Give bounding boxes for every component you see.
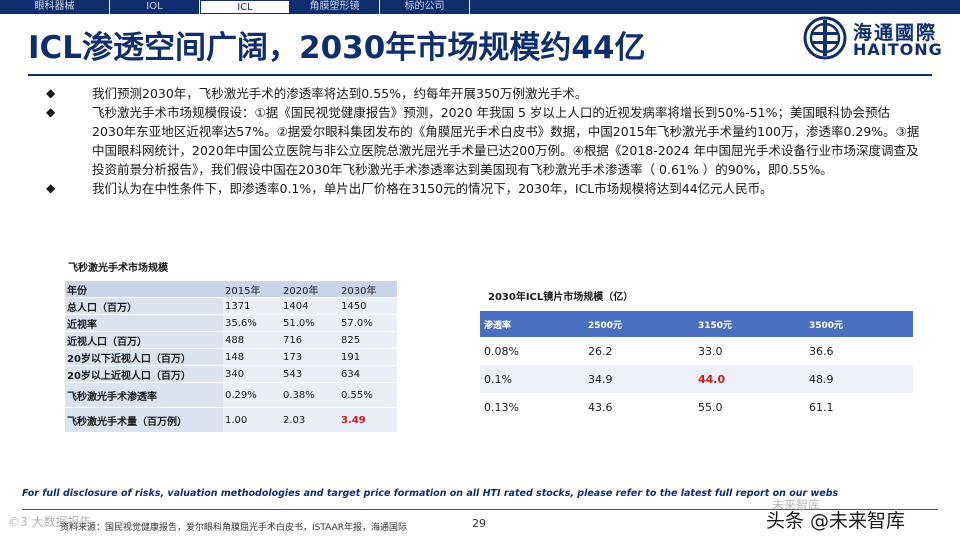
table-header-cell: 2015年 xyxy=(223,281,281,298)
title-divider xyxy=(28,74,932,76)
table-cell: 488 xyxy=(223,331,281,349)
row-label: 20岁以下近视人口（百万） xyxy=(65,348,223,366)
table-header-cell: 3150元 xyxy=(694,311,805,337)
table-cell: 1450 xyxy=(339,297,397,315)
table-cell: 57.0% xyxy=(339,314,397,332)
table-cell: 0.1% xyxy=(480,365,584,393)
table-row: 总人口（百万） 1371 1404 1450 xyxy=(65,297,397,315)
bullet-list: ◆ 我们预测2030年，飞秒激光手术的渗透率将达到0.55%，约每年开展350万… xyxy=(40,84,920,198)
table-row: 20岁以上近视人口（百万） 340 543 634 xyxy=(65,365,397,383)
table-cell: 55.0 xyxy=(694,393,805,421)
table-cell: 0.38% xyxy=(281,382,339,408)
table-row: 飞秒激光手术量（百万例） 1.00 2.03 3.49 xyxy=(65,407,397,433)
icl-market-table: 渗透率 2500元 3150元 3500元 0.08% 26.2 33.0 36… xyxy=(480,311,913,421)
table-cell: 0.08% xyxy=(480,337,584,365)
table2-title: 2030年ICL镜片市场规模（亿） xyxy=(488,292,634,303)
bullet-item: ◆ 飞秒激光手术市场规模假设：①据《国民视觉健康报告》预测，2020 年我国 5… xyxy=(40,103,920,179)
table-cell: 61.1 xyxy=(805,393,913,421)
diamond-bullet-icon: ◆ xyxy=(46,86,56,100)
table-header-cell: 年份 xyxy=(65,281,223,298)
row-label: 近视人口（百万） xyxy=(65,331,223,349)
haitong-logo: 海通國際 HAITONG xyxy=(803,14,953,62)
table-cell: 0.55% xyxy=(339,382,397,408)
table-cell: 0.29% xyxy=(223,382,281,408)
table-cell: 43.6 xyxy=(584,393,694,421)
logo-text-cn: 海通國際 xyxy=(853,22,938,44)
table-cell: 716 xyxy=(281,331,339,349)
bullet-text: 我们认为在中性条件下，即渗透率0.1%，单片出厂价格在3150元的情况下，203… xyxy=(92,181,773,196)
table-header-cell: 2030年 xyxy=(339,281,397,298)
row-label: 飞秒激光手术量（百万例） xyxy=(65,407,223,433)
table-cell: 1371 xyxy=(223,297,281,315)
row-label: 20岁以上近视人口（百万） xyxy=(65,365,223,383)
table-cell: 36.6 xyxy=(805,337,913,365)
table-cell-highlight: 44.0 xyxy=(694,365,805,393)
watermark-right: 头条 @未来智库 xyxy=(766,510,906,532)
nav-tab-companies[interactable]: 标的公司 xyxy=(380,0,470,14)
table-cell: 1404 xyxy=(281,297,339,315)
table-cell: 340 xyxy=(223,365,281,383)
logo-text-en: HAITONG xyxy=(853,40,943,59)
watermark-right-small: 未来智库 xyxy=(772,498,821,512)
page-title: ICL渗透空间广阔，2030年市场规模约44亿 xyxy=(28,30,646,66)
table-row: 20岁以下近视人口（百万） 148 173 191 xyxy=(65,348,397,366)
source-note: 资料来源：国民视觉健康报告，爱尔眼科角膜屈光手术白皮书，ISTAAR年报，海通国… xyxy=(60,523,407,533)
footer-divider xyxy=(22,509,938,510)
top-nav: 眼科器械 IOL ICL 角膜塑形镜 标的公司 xyxy=(0,0,960,14)
table-header-cell: 2020年 xyxy=(281,281,339,298)
table-cell: 148 xyxy=(223,348,281,366)
haitong-emblem-icon xyxy=(803,16,847,60)
table-cell: 543 xyxy=(281,365,339,383)
bullet-item: ◆ 我们预测2030年，飞秒激光手术的渗透率将达到0.55%，约每年开展350万… xyxy=(40,84,920,103)
table-cell: 34.9 xyxy=(584,365,694,393)
table-cell: 33.0 xyxy=(694,337,805,365)
table-row: 0.08% 26.2 33.0 36.6 xyxy=(480,337,913,365)
nav-tab-eye-devices[interactable]: 眼科器械 xyxy=(0,0,110,14)
table-header-row: 年份 2015年 2020年 2030年 xyxy=(65,281,397,298)
table-header-cell: 3500元 xyxy=(805,311,913,337)
table-cell: 2.03 xyxy=(281,407,339,433)
bullet-text: 我们预测2030年，飞秒激光手术的渗透率将达到0.55%，约每年开展350万例激… xyxy=(92,86,588,101)
watermark-left: ©3 大数据报告 xyxy=(8,515,92,529)
femto-market-table: 年份 2015年 2020年 2030年 总人口（百万） 1371 1404 1… xyxy=(65,281,397,433)
diamond-bullet-icon: ◆ xyxy=(46,181,56,195)
bullet-text: 飞秒激光手术市场规模假设：①据《国民视觉健康报告》预测，2020 年我国 5 岁… xyxy=(92,105,920,177)
table-cell: 35.6% xyxy=(223,314,281,332)
table-row: 0.13% 43.6 55.0 61.1 xyxy=(480,393,913,421)
nav-tab-ortho-k[interactable]: 角膜塑形镜 xyxy=(290,0,380,14)
row-label: 近视率 xyxy=(65,314,223,332)
table-cell: 1.00 xyxy=(223,407,281,433)
table-cell: 825 xyxy=(339,331,397,349)
bullet-item: ◆ 我们认为在中性条件下，即渗透率0.1%，单片出厂价格在3150元的情况下，2… xyxy=(40,179,920,198)
table-cell: 191 xyxy=(339,348,397,366)
table-row: 近视人口（百万） 488 716 825 xyxy=(65,331,397,349)
table-cell: 48.9 xyxy=(805,365,913,393)
row-label: 总人口（百万） xyxy=(65,297,223,315)
table-row: 0.1% 34.9 44.0 48.9 xyxy=(480,365,913,393)
nav-tab-icl[interactable]: ICL xyxy=(200,0,290,14)
table-header-row: 渗透率 2500元 3150元 3500元 xyxy=(480,311,913,337)
table-row: 飞秒激光手术渗透率 0.29% 0.38% 0.55% xyxy=(65,382,397,408)
table1-title: 飞秒激光手术市场规模 xyxy=(68,263,168,274)
nav-tab-iol[interactable]: IOL xyxy=(110,0,200,14)
table-header-cell: 渗透率 xyxy=(480,311,584,337)
table-cell: 0.13% xyxy=(480,393,584,421)
table-row: 近视率 35.6% 51.0% 57.0% xyxy=(65,314,397,332)
page-number: 29 xyxy=(472,517,486,530)
table-cell-highlight: 3.49 xyxy=(339,407,397,433)
disclaimer-text: For full disclosure of risks, valuation … xyxy=(22,488,839,499)
table-cell: 26.2 xyxy=(584,337,694,365)
table-cell: 634 xyxy=(339,365,397,383)
table-cell: 51.0% xyxy=(281,314,339,332)
table-header-cell: 2500元 xyxy=(584,311,694,337)
row-label: 飞秒激光手术渗透率 xyxy=(65,382,223,408)
table-cell: 173 xyxy=(281,348,339,366)
diamond-bullet-icon: ◆ xyxy=(46,105,56,119)
